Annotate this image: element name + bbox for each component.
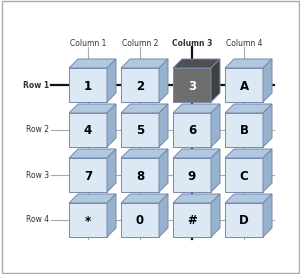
Bar bbox=[121, 68, 159, 102]
Text: Row 3: Row 3 bbox=[26, 170, 49, 179]
Polygon shape bbox=[69, 149, 116, 158]
Polygon shape bbox=[263, 104, 272, 147]
Text: Row 1: Row 1 bbox=[23, 81, 49, 90]
Polygon shape bbox=[211, 194, 220, 237]
Text: 0: 0 bbox=[136, 215, 144, 227]
Bar bbox=[173, 68, 211, 102]
Text: 8: 8 bbox=[136, 170, 144, 182]
Bar bbox=[121, 113, 159, 147]
Bar bbox=[69, 158, 107, 192]
Bar bbox=[225, 158, 263, 192]
Text: 3: 3 bbox=[188, 79, 196, 93]
Polygon shape bbox=[225, 59, 272, 68]
Polygon shape bbox=[69, 194, 116, 203]
Polygon shape bbox=[173, 59, 220, 68]
Polygon shape bbox=[107, 104, 116, 147]
Bar bbox=[225, 113, 263, 147]
Bar bbox=[69, 113, 107, 147]
Bar bbox=[121, 158, 159, 192]
Text: Row 2: Row 2 bbox=[26, 125, 49, 135]
Polygon shape bbox=[173, 104, 220, 113]
Polygon shape bbox=[121, 149, 168, 158]
Bar bbox=[69, 203, 107, 237]
Text: Column 4: Column 4 bbox=[226, 39, 262, 47]
Text: 7: 7 bbox=[84, 170, 92, 182]
Bar bbox=[225, 68, 263, 102]
Text: 4: 4 bbox=[84, 124, 92, 138]
Polygon shape bbox=[263, 194, 272, 237]
Polygon shape bbox=[121, 104, 168, 113]
Polygon shape bbox=[121, 59, 168, 68]
Polygon shape bbox=[211, 149, 220, 192]
Bar bbox=[69, 68, 107, 102]
Text: C: C bbox=[240, 170, 248, 182]
Polygon shape bbox=[121, 194, 168, 203]
Text: B: B bbox=[239, 124, 248, 138]
Text: Row 4: Row 4 bbox=[26, 215, 49, 224]
Text: Column 2: Column 2 bbox=[122, 39, 158, 47]
Text: 2: 2 bbox=[136, 79, 144, 93]
Text: Column 3: Column 3 bbox=[172, 39, 212, 47]
Text: 1: 1 bbox=[84, 79, 92, 93]
Text: 9: 9 bbox=[188, 170, 196, 182]
Polygon shape bbox=[69, 59, 116, 68]
Polygon shape bbox=[173, 149, 220, 158]
Text: A: A bbox=[239, 79, 249, 93]
Polygon shape bbox=[211, 104, 220, 147]
Text: #: # bbox=[187, 215, 197, 227]
Bar bbox=[225, 203, 263, 237]
Bar bbox=[121, 203, 159, 237]
Text: D: D bbox=[239, 215, 249, 227]
Polygon shape bbox=[211, 59, 220, 102]
Polygon shape bbox=[159, 59, 168, 102]
Polygon shape bbox=[107, 194, 116, 237]
Text: 6: 6 bbox=[188, 124, 196, 138]
Polygon shape bbox=[225, 104, 272, 113]
Polygon shape bbox=[159, 104, 168, 147]
Polygon shape bbox=[173, 194, 220, 203]
Polygon shape bbox=[107, 149, 116, 192]
Polygon shape bbox=[225, 194, 272, 203]
Polygon shape bbox=[225, 149, 272, 158]
Polygon shape bbox=[263, 149, 272, 192]
Polygon shape bbox=[69, 104, 116, 113]
Text: 5: 5 bbox=[136, 124, 144, 138]
Polygon shape bbox=[159, 149, 168, 192]
Bar bbox=[173, 203, 211, 237]
Polygon shape bbox=[107, 59, 116, 102]
Bar bbox=[173, 113, 211, 147]
Bar bbox=[173, 158, 211, 192]
Polygon shape bbox=[159, 194, 168, 237]
Polygon shape bbox=[263, 59, 272, 102]
Text: *: * bbox=[85, 215, 91, 227]
Text: Column 1: Column 1 bbox=[70, 39, 106, 47]
